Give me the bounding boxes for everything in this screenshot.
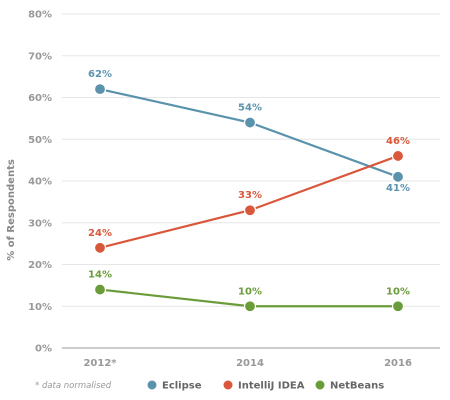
data-note: * data normalised xyxy=(35,381,112,391)
data-label: 24% xyxy=(88,228,112,239)
y-axis: 0% 10% 20% 30% 40% 50% 60% 70% 80% xyxy=(28,10,52,355)
series-intellij-idea: 24% 33% 46% xyxy=(88,136,410,254)
data-label: 46% xyxy=(386,136,410,147)
x-tick-label: 2016 xyxy=(384,358,412,369)
data-label: 10% xyxy=(386,286,410,297)
grid-lines xyxy=(62,13,440,349)
data-label: 62% xyxy=(88,69,112,80)
y-tick-label: 70% xyxy=(28,51,52,62)
y-tick-label: 10% xyxy=(28,302,52,313)
series-netbeans: 14% 10% 10% xyxy=(88,270,410,313)
legend-label: IntelliJ IDEA xyxy=(238,381,305,392)
data-point xyxy=(243,300,257,313)
data-point xyxy=(391,300,405,313)
series-line xyxy=(99,154,399,249)
data-label: 33% xyxy=(238,190,262,201)
data-label: 14% xyxy=(88,270,112,281)
series-group: 62% 54% 41% 24% 33% 46% 14% 10% 10% xyxy=(88,69,410,313)
data-point xyxy=(93,241,107,254)
legend-label: Eclipse xyxy=(162,381,202,392)
y-tick-label: 20% xyxy=(28,260,52,271)
legend: * data normalised Eclipse IntelliJ IDEA Ne… xyxy=(35,379,384,392)
data-point xyxy=(243,204,257,217)
legend-marker xyxy=(222,379,234,391)
y-tick-label: 30% xyxy=(28,218,52,229)
legend-label: NetBeans xyxy=(330,381,384,392)
data-label: 41% xyxy=(386,183,410,194)
x-tick-label: 2012* xyxy=(83,358,117,369)
y-axis-label: % of Respondents xyxy=(6,159,17,261)
data-label: 10% xyxy=(238,286,262,297)
data-point xyxy=(93,283,107,296)
series-eclipse: 62% 54% 41% xyxy=(88,69,410,194)
data-point xyxy=(391,170,405,183)
x-axis: 2012* 2014 2016 xyxy=(83,358,411,369)
y-tick-label: 50% xyxy=(28,135,52,146)
data-label: 54% xyxy=(238,103,262,114)
y-tick-label: 80% xyxy=(28,10,52,21)
data-point xyxy=(243,116,257,129)
data-point xyxy=(93,83,107,96)
legend-marker xyxy=(146,379,158,391)
y-tick-label: 60% xyxy=(28,93,52,104)
data-point xyxy=(391,149,405,163)
x-tick-label: 2014 xyxy=(236,358,264,369)
y-tick-label: 40% xyxy=(28,177,52,188)
legend-marker xyxy=(314,379,326,391)
y-tick-label: 0% xyxy=(35,344,52,355)
